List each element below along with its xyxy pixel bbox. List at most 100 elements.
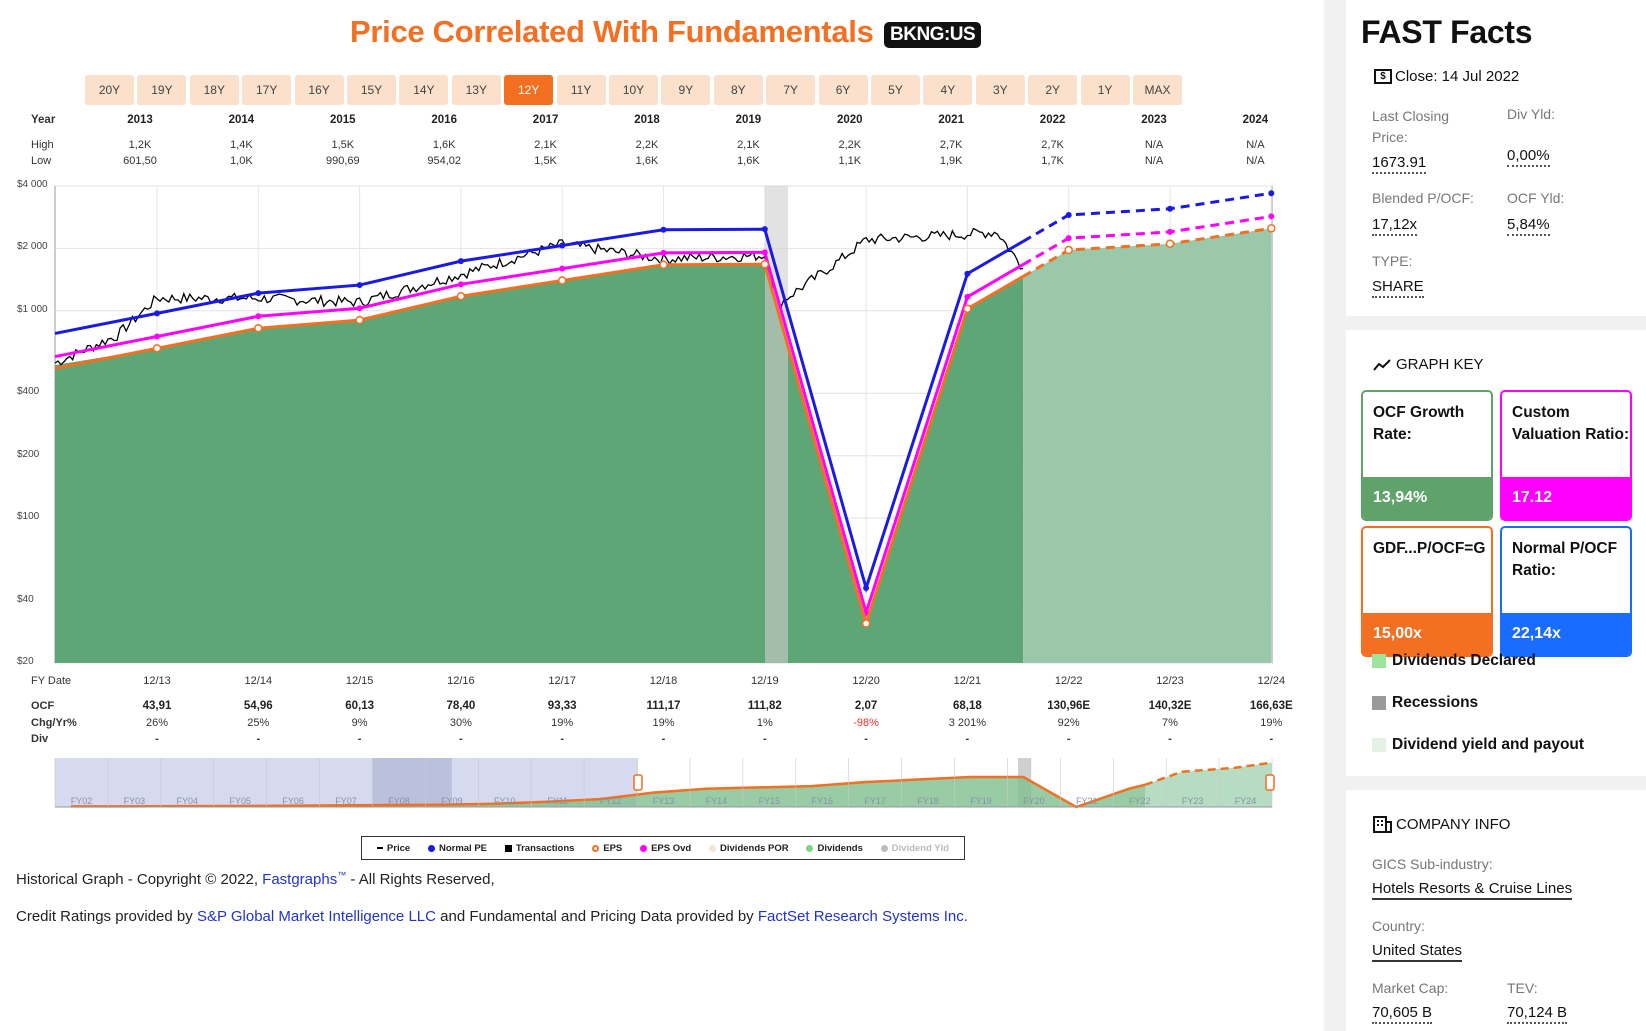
y-tick-label: $100 bbox=[17, 511, 40, 523]
country-value[interactable]: United States bbox=[1372, 942, 1463, 962]
eps-ovd-point[interactable] bbox=[154, 333, 160, 340]
period-button-7y[interactable]: 7Y bbox=[766, 75, 816, 105]
normal-pe-point[interactable] bbox=[255, 290, 262, 297]
period-button-18y[interactable]: 18Y bbox=[189, 75, 239, 105]
navigator-handle-right[interactable] bbox=[1265, 774, 1275, 791]
ocf-yld-value[interactable]: 5,84% bbox=[1507, 216, 1550, 236]
legend-item-dividends[interactable]: Dividends bbox=[806, 843, 863, 854]
div-yld-value[interactable]: 0,00% bbox=[1507, 147, 1550, 167]
period-button-20y[interactable]: 20Y bbox=[85, 75, 134, 105]
tev-value[interactable]: 70,124 B bbox=[1507, 1004, 1568, 1024]
graph-key-box[interactable]: OCF Growth Rate: 13,94% bbox=[1361, 390, 1493, 521]
chg-value: 19% bbox=[652, 717, 675, 729]
eps-ovd-point[interactable] bbox=[1268, 213, 1275, 220]
navigator-handle-left[interactable] bbox=[633, 774, 643, 791]
normal-pe-point[interactable] bbox=[559, 242, 566, 249]
navigator-estimate-line bbox=[1144, 761, 1273, 786]
graph-key-row[interactable]: Dividends Declared bbox=[1372, 652, 1536, 670]
factset-link[interactable]: FactSet Research Systems Inc. bbox=[757, 908, 968, 925]
type-value[interactable]: SHARE bbox=[1372, 278, 1424, 298]
year-header: 2013 bbox=[127, 114, 153, 126]
period-button-1y[interactable]: 1Y bbox=[1080, 75, 1130, 105]
eps-point[interactable] bbox=[659, 260, 668, 269]
period-button-4y[interactable]: 4Y bbox=[923, 75, 973, 105]
period-button-16y[interactable]: 16Y bbox=[294, 75, 344, 105]
graph-key-row[interactable]: Dividend yield and payout bbox=[1372, 736, 1584, 754]
graph-key-box[interactable]: GDF...P/OCF=G 15,00x bbox=[1361, 526, 1493, 657]
last-closing-value[interactable]: 1673.91 bbox=[1372, 154, 1427, 174]
legend-item-transactions[interactable]: Transactions bbox=[504, 843, 574, 854]
period-button-17y[interactable]: 17Y bbox=[242, 75, 292, 105]
color-swatch-icon bbox=[1372, 696, 1386, 710]
eps-point[interactable] bbox=[456, 291, 466, 301]
high-value: 2,7K bbox=[1041, 139, 1064, 151]
gics-value[interactable]: Hotels Resorts & Cruise Lines bbox=[1372, 880, 1573, 900]
period-button-12y[interactable]: 12Y bbox=[504, 75, 554, 105]
legend-item-dividends-por[interactable]: Dividends POR bbox=[709, 843, 789, 854]
fastgraphs-link[interactable]: Fastgraphs bbox=[262, 871, 338, 888]
legend-item-normal-pe[interactable]: Normal PE bbox=[427, 843, 487, 854]
sp-global-link[interactable]: S&P Global Market Intelligence LLC bbox=[196, 908, 436, 925]
y-tick-label: $40 bbox=[17, 593, 34, 605]
graph-key-box[interactable]: Normal P/OCF Ratio: 22,14x bbox=[1500, 526, 1632, 657]
market-cap-value[interactable]: 70,605 B bbox=[1372, 1004, 1433, 1024]
graph-key-row[interactable]: Recessions bbox=[1372, 694, 1478, 712]
eps-point[interactable] bbox=[1267, 224, 1276, 233]
period-button-8y[interactable]: 8Y bbox=[713, 75, 763, 105]
normal-pe-point[interactable] bbox=[1167, 205, 1173, 212]
normal-pe-point[interactable] bbox=[1268, 190, 1275, 197]
eps-ovd-point[interactable] bbox=[1167, 228, 1173, 235]
period-button-11y[interactable]: 11Y bbox=[556, 75, 606, 105]
legend-item-dividend-yld[interactable]: Dividend Yld bbox=[880, 843, 949, 854]
normal-pe-point[interactable] bbox=[154, 310, 160, 317]
normal-pe-point[interactable] bbox=[457, 258, 464, 265]
eps-ovd-point[interactable] bbox=[559, 265, 566, 272]
eps-ovd-point[interactable] bbox=[356, 305, 363, 312]
range-navigator[interactable]: FY02 FY03 FY04 FY05 FY06 FY07 FY08 FY09 FY10 FY11… bbox=[0, 745, 1275, 815]
eps-ovd-point[interactable] bbox=[255, 313, 262, 320]
period-button-2y[interactable]: 2Y bbox=[1028, 75, 1078, 105]
eps-ovd-point[interactable] bbox=[457, 281, 464, 288]
period-button-19y[interactable]: 19Y bbox=[137, 75, 187, 105]
period-button-max[interactable]: MAX bbox=[1133, 75, 1182, 105]
eps-ovd-point[interactable] bbox=[660, 249, 667, 256]
eps-point[interactable] bbox=[760, 260, 770, 269]
legend-item-price[interactable]: Price bbox=[376, 843, 410, 854]
normal-pe-point[interactable] bbox=[1065, 211, 1072, 218]
period-button-3y[interactable]: 3Y bbox=[975, 75, 1025, 105]
chg-value: 25% bbox=[247, 717, 270, 729]
blended-label: Blended P/OCF: bbox=[1372, 190, 1474, 206]
high-value: 2,7K bbox=[939, 139, 963, 151]
x-tick-label: 12/17 bbox=[548, 675, 576, 687]
eps-point[interactable] bbox=[152, 344, 162, 353]
eps-ovd-point[interactable] bbox=[761, 249, 768, 256]
eps-point[interactable] bbox=[355, 315, 364, 325]
eps-point[interactable] bbox=[1165, 239, 1175, 249]
period-button-5y[interactable]: 5Y bbox=[871, 75, 920, 105]
normal-pe-point[interactable] bbox=[356, 282, 363, 289]
graph-key-box[interactable]: Custom Valuation Ratio: 17.12 bbox=[1500, 390, 1632, 521]
ocf-value: 111,17 bbox=[646, 700, 681, 712]
x-tick-label: 12/24 bbox=[1257, 675, 1286, 687]
period-button-6y[interactable]: 6Y bbox=[818, 75, 868, 105]
period-button-13y[interactable]: 13Y bbox=[451, 75, 501, 105]
eps-ovd-point[interactable] bbox=[964, 293, 971, 300]
period-button-10y[interactable]: 10Y bbox=[609, 75, 658, 105]
period-button-9y[interactable]: 9Y bbox=[661, 75, 711, 105]
blended-value[interactable]: 17,12x bbox=[1372, 216, 1418, 236]
period-button-14y[interactable]: 14Y bbox=[399, 75, 449, 105]
navigator-label: FY23 bbox=[1182, 796, 1204, 806]
normal-pe-point[interactable] bbox=[761, 226, 768, 233]
legend-item-eps[interactable]: EPS bbox=[592, 843, 622, 854]
normal-pe-point[interactable] bbox=[660, 226, 667, 233]
normal-pe-point[interactable] bbox=[964, 270, 971, 277]
eps-point[interactable] bbox=[963, 304, 972, 314]
legend-item-eps-ovd[interactable]: EPS Ovd bbox=[640, 843, 691, 854]
eps-point[interactable] bbox=[254, 323, 263, 333]
eps-point[interactable] bbox=[557, 276, 567, 285]
eps-ovd-point[interactable] bbox=[1065, 235, 1072, 242]
normal-pe-point[interactable] bbox=[863, 585, 870, 592]
eps-point[interactable] bbox=[1064, 245, 1073, 255]
period-button-15y[interactable]: 15Y bbox=[347, 75, 396, 105]
eps-point[interactable] bbox=[861, 619, 871, 628]
